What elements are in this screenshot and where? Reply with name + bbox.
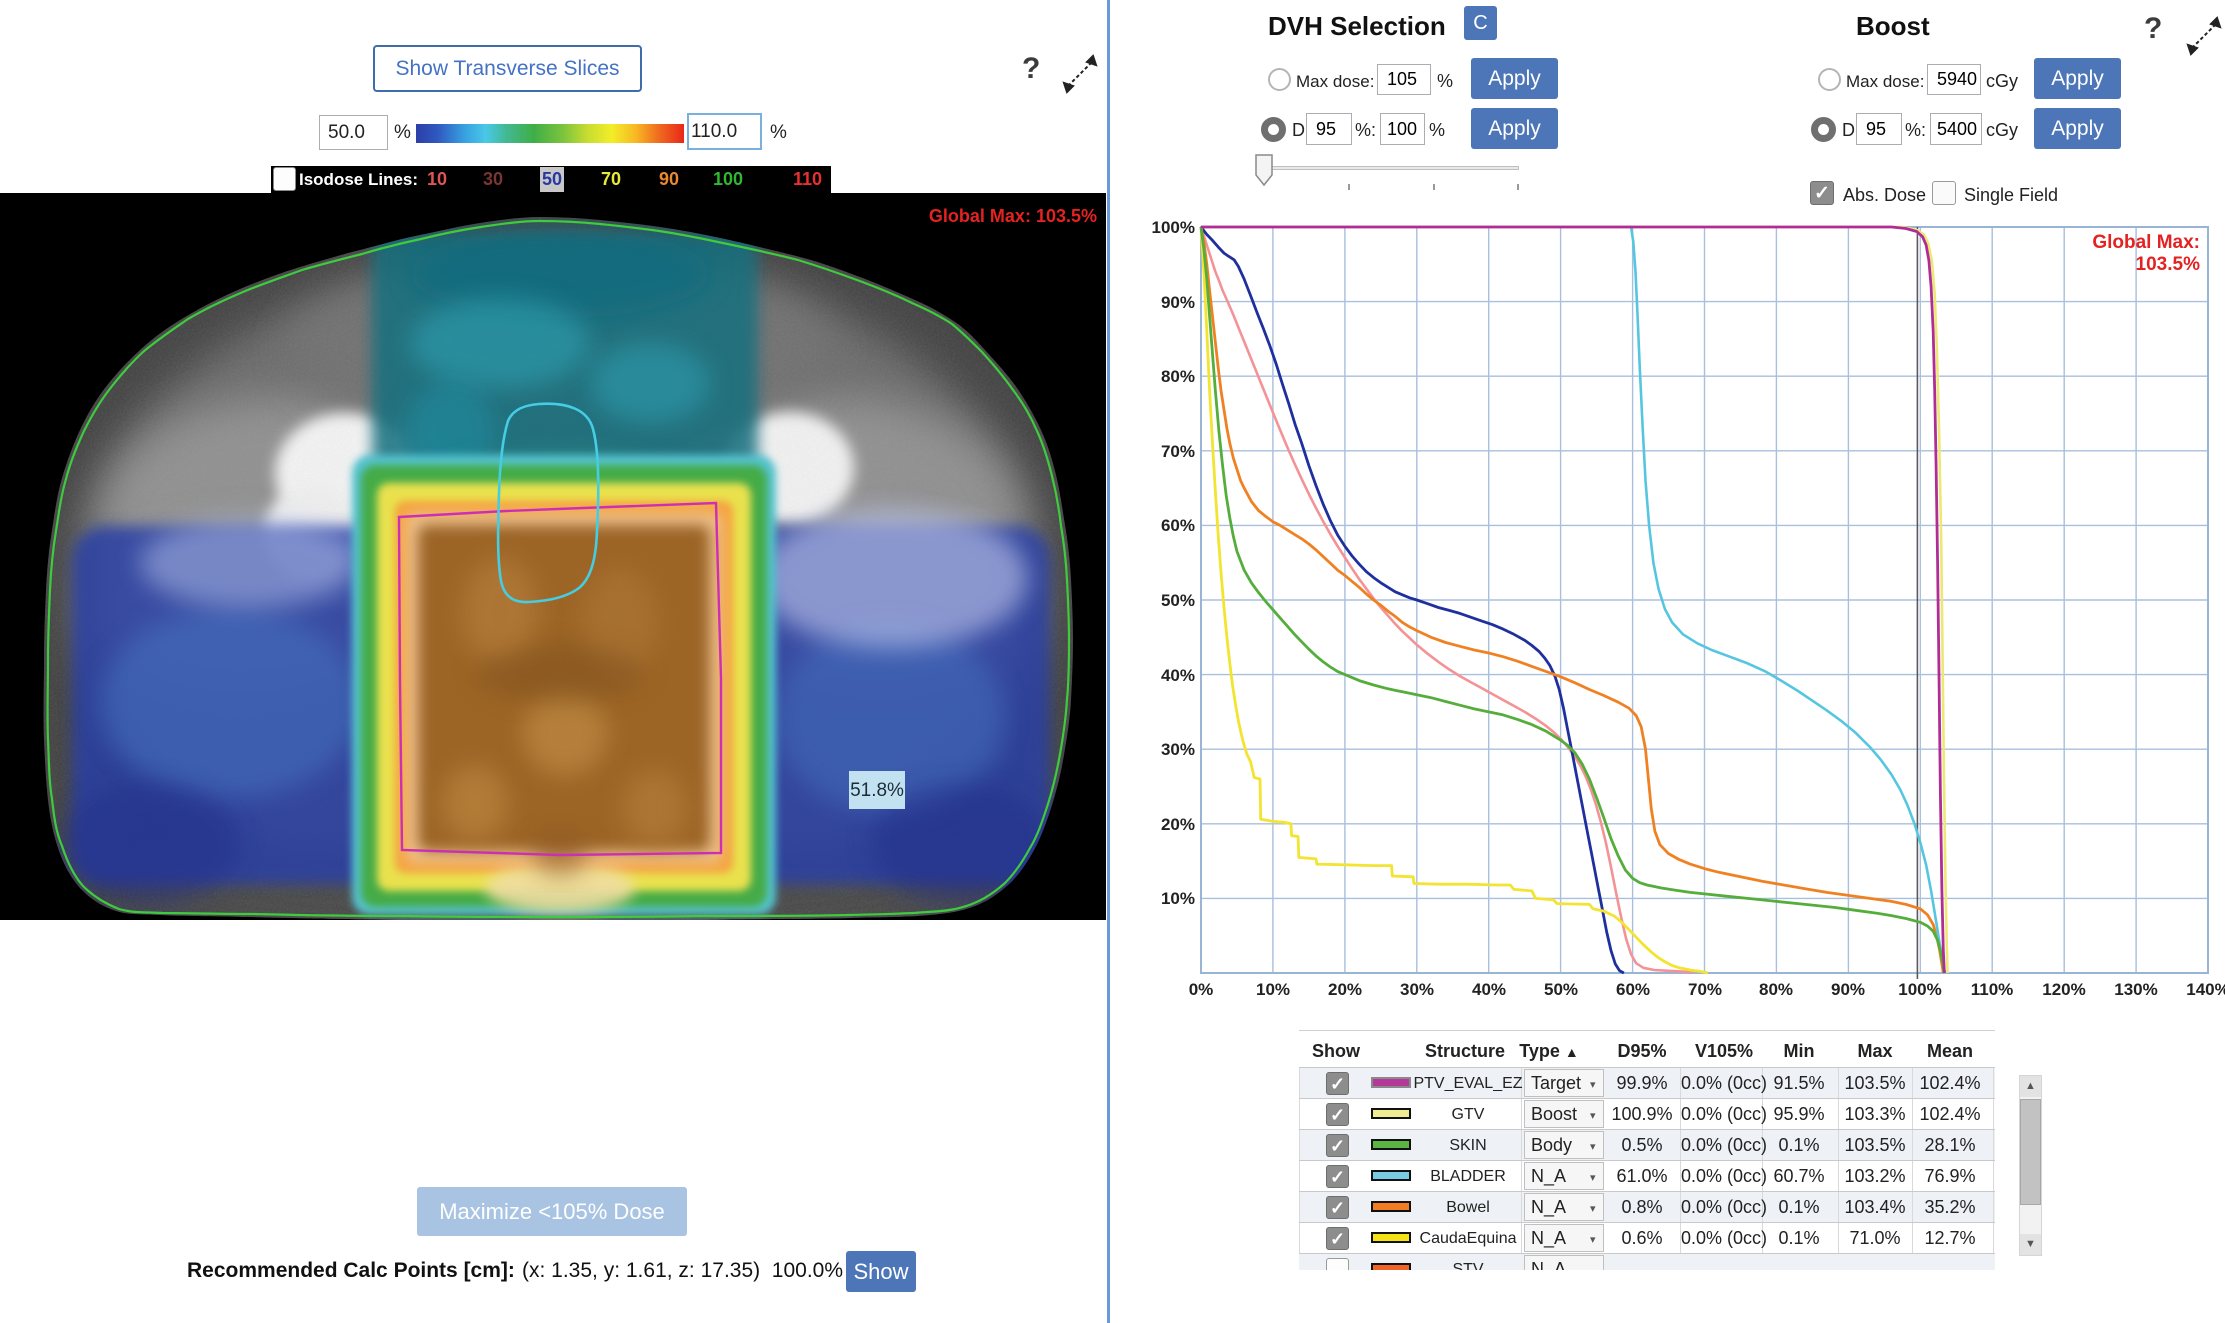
svg-text:70%: 70% <box>1161 442 1195 461</box>
svg-text:50%: 50% <box>1161 591 1195 610</box>
svg-text:130%: 130% <box>2114 980 2157 999</box>
svg-text:0%: 0% <box>1189 980 1214 999</box>
svg-text:110%: 110% <box>1971 980 2014 999</box>
svg-text:10%: 10% <box>1256 980 1290 999</box>
svg-text:140%: 140% <box>2186 980 2225 999</box>
svg-text:80%: 80% <box>1161 367 1195 386</box>
svg-text:90%: 90% <box>1831 980 1865 999</box>
svg-text:60%: 60% <box>1616 980 1650 999</box>
svg-text:120%: 120% <box>2042 980 2085 999</box>
svg-text:30%: 30% <box>1161 740 1195 759</box>
svg-text:30%: 30% <box>1400 980 1434 999</box>
svg-text:100%: 100% <box>1898 980 1941 999</box>
svg-text:40%: 40% <box>1472 980 1506 999</box>
svg-text:40%: 40% <box>1161 666 1195 685</box>
svg-text:Global Max: 103.5%: Global Max: 103.5% <box>929 206 1097 226</box>
svg-text:20%: 20% <box>1161 815 1195 834</box>
svg-text:80%: 80% <box>1759 980 1793 999</box>
svg-text:10%: 10% <box>1161 889 1195 908</box>
svg-text:51.8%: 51.8% <box>850 780 904 801</box>
svg-text:103.5%: 103.5% <box>2136 254 2201 275</box>
svg-text:90%: 90% <box>1161 293 1195 312</box>
svg-text:Global Max:: Global Max: <box>2092 232 2200 253</box>
svg-text:100%: 100% <box>1152 218 1195 237</box>
svg-text:70%: 70% <box>1688 980 1722 999</box>
svg-text:60%: 60% <box>1161 516 1195 535</box>
svg-text:50%: 50% <box>1544 980 1578 999</box>
svg-text:20%: 20% <box>1328 980 1362 999</box>
